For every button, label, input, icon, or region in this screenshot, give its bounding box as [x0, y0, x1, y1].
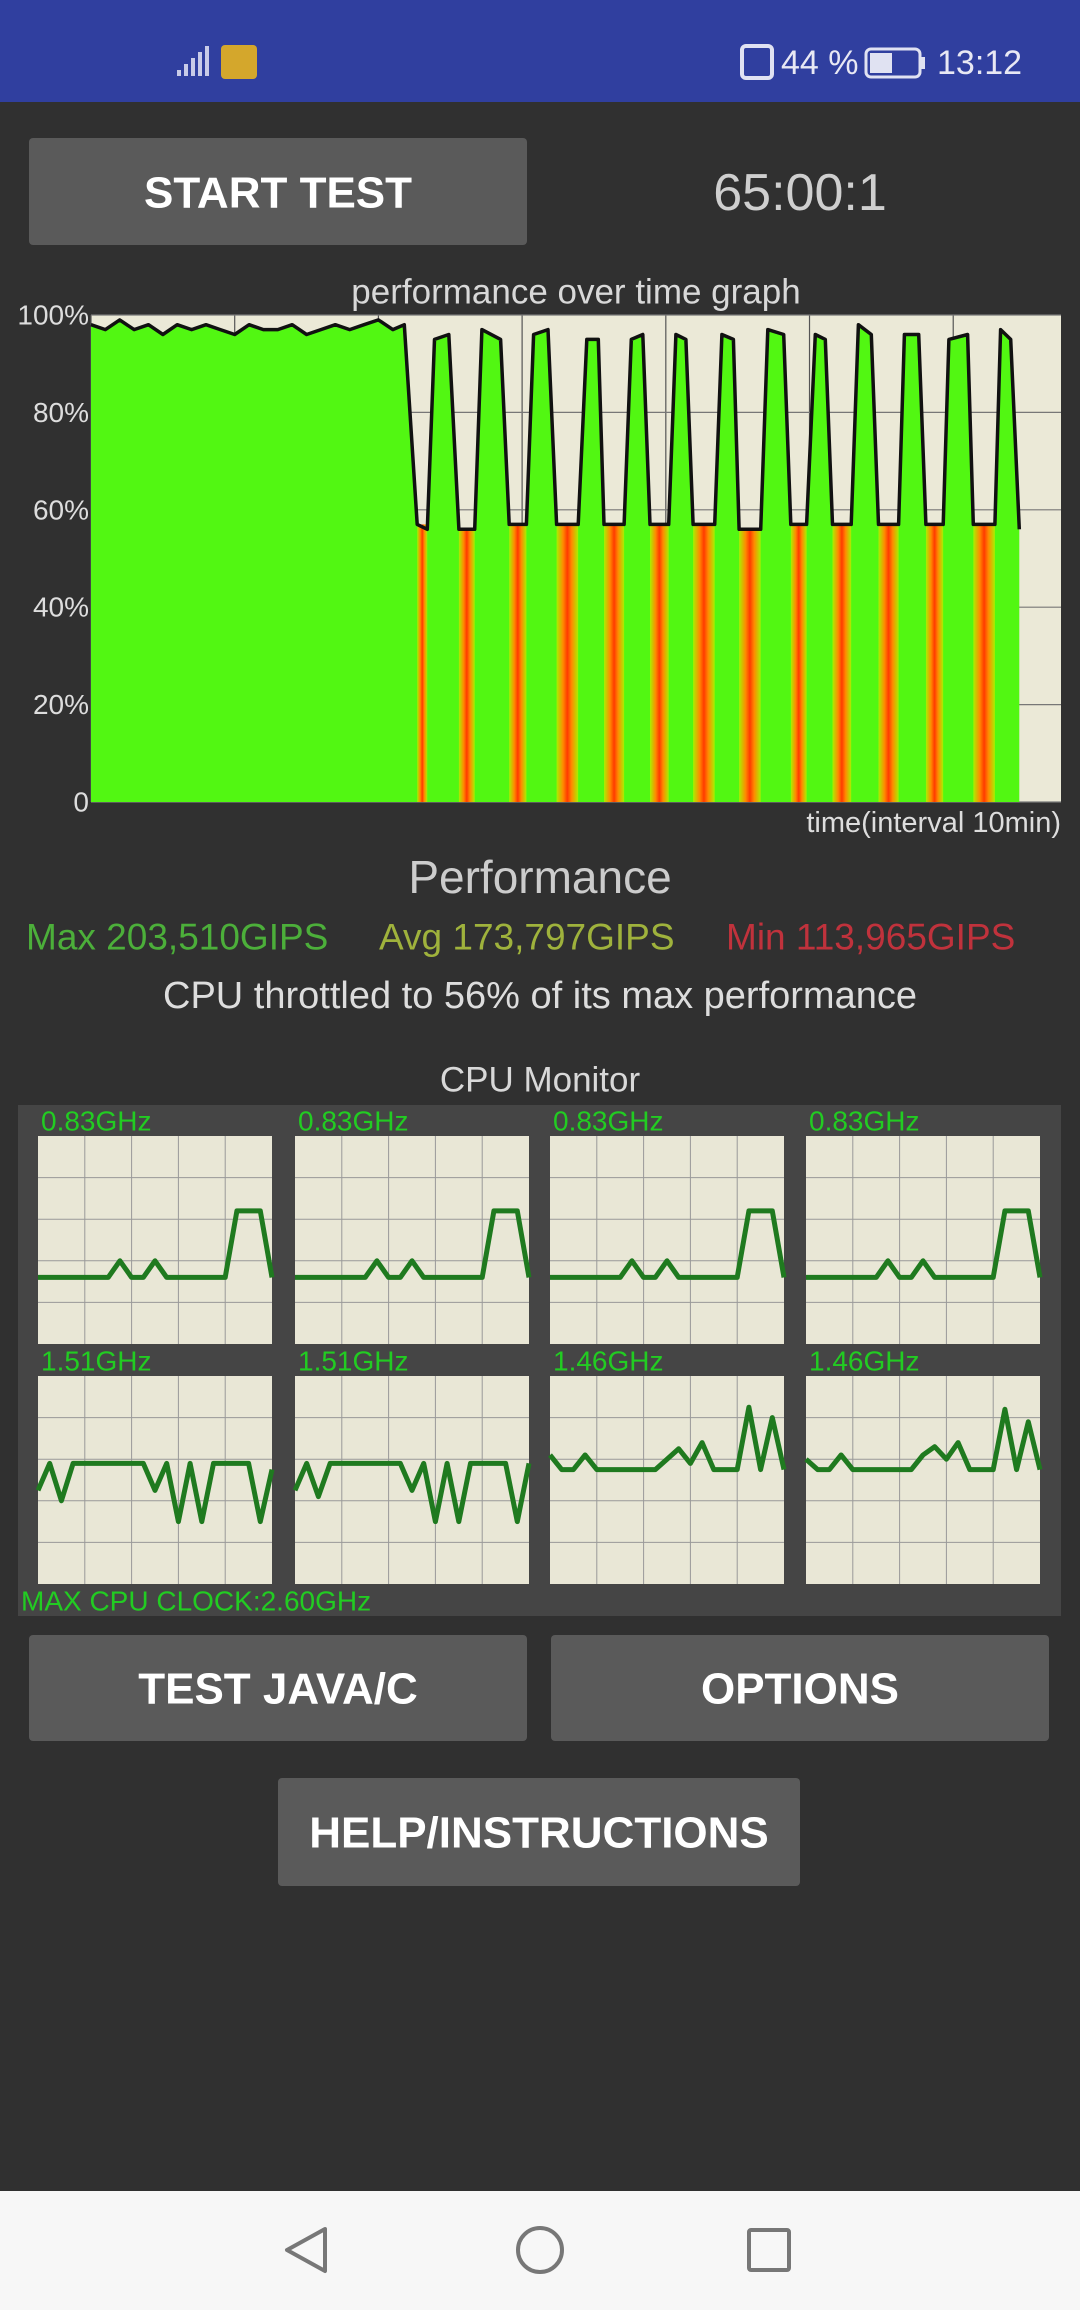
- nav-home[interactable]: [516, 2226, 564, 2274]
- y-tick-label: 20%: [33, 689, 89, 720]
- y-tick-label: 100%: [17, 300, 89, 331]
- avg-stat: Avg 173,797GIPS: [379, 917, 675, 958]
- core-clock-label: 1.51GHz: [298, 1346, 409, 1377]
- chart-title: performance over time graph: [351, 273, 800, 312]
- core-load-line: [292, 1460, 532, 1525]
- core-graph-background: [550, 1376, 784, 1584]
- core-graph-background: [806, 1376, 1040, 1584]
- core-load-line: [804, 1406, 1043, 1473]
- timer: 65:00:1: [713, 164, 887, 222]
- throttle-band: [556, 524, 579, 802]
- core-clock-label: 1.51GHz: [41, 1346, 152, 1377]
- throttle-band: [650, 524, 669, 802]
- core-graph-background: [295, 1136, 529, 1344]
- signal-icon: [177, 46, 209, 76]
- max-cpu-clock: MAX CPU CLOCK:2.60GHz: [21, 1586, 371, 1617]
- performance-title: Performance: [408, 851, 671, 903]
- throttle-band: [739, 529, 761, 802]
- throttle-band: [790, 524, 807, 802]
- throttle-note: CPU throttled to 56% of its max performa…: [163, 975, 917, 1017]
- start-button[interactable]: [29, 138, 527, 245]
- x-axis-label: time(interval 10min): [806, 807, 1061, 839]
- throttle-band: [693, 524, 715, 802]
- core-load-line: [550, 1208, 787, 1280]
- core-load-line: [806, 1208, 1043, 1280]
- java-button-label[interactable]: TEST JAVA/C: [138, 1665, 418, 1714]
- core-graph-background: [806, 1136, 1040, 1344]
- core-load-line: [38, 1208, 275, 1280]
- core-clock-label: 1.46GHz: [553, 1346, 664, 1377]
- throttle-band: [458, 529, 475, 802]
- core-graph-background: [550, 1136, 784, 1344]
- throttle-band: [832, 524, 852, 802]
- nav-bar: [0, 2191, 1080, 2310]
- core-clock-label: 0.83GHz: [298, 1106, 409, 1137]
- java-button[interactable]: [29, 1635, 527, 1741]
- nav-recent[interactable]: [747, 2228, 791, 2272]
- core-clock-label: 1.46GHz: [809, 1346, 920, 1377]
- status-bar: [0, 0, 1080, 102]
- core-load-line: [295, 1208, 532, 1280]
- help-button[interactable]: [278, 1778, 800, 1886]
- cpu-monitor-title: CPU Monitor: [440, 1061, 641, 1100]
- core-load-line: [35, 1460, 275, 1525]
- cpu-cores: 0.83GHz 0.83GHz 0.83GHz 0.83GHz 1.51GHz 1.51G…: [35, 1106, 1043, 1584]
- throttle-band: [509, 524, 527, 802]
- core-clock-label: 0.83GHz: [553, 1106, 664, 1137]
- battery-icon: [864, 47, 922, 79]
- throttle-band: [925, 524, 944, 802]
- throttle-band: [604, 524, 625, 802]
- y-tick-label: 0: [73, 787, 89, 818]
- core-load-line: [548, 1404, 787, 1473]
- core-graph-background: [38, 1376, 272, 1584]
- options-button-label[interactable]: OPTIONS: [701, 1665, 899, 1714]
- throttle-band: [878, 524, 899, 802]
- battery-tip: [921, 57, 925, 69]
- core-graph-background: [295, 1376, 529, 1584]
- help-button-label[interactable]: HELP/INSTRUCTIONS: [309, 1809, 769, 1858]
- nav-back[interactable]: [285, 2227, 327, 2273]
- max-stat: Max 203,510GIPS: [26, 917, 328, 958]
- start-button-label[interactable]: START TEST: [144, 169, 412, 218]
- options-button[interactable]: [551, 1635, 1049, 1741]
- y-tick-label: 60%: [33, 494, 89, 525]
- core-graph-background: [38, 1136, 272, 1344]
- core-clock-label: 0.83GHz: [41, 1106, 152, 1137]
- core-clock-label: 0.83GHz: [809, 1106, 920, 1137]
- performance-line: [90, 318, 1022, 532]
- battery-level: [870, 53, 892, 73]
- notification-icon: [221, 45, 257, 79]
- battery-text: 44 %: [781, 44, 859, 82]
- plot-area: 0 20% 40% 60% 80% 100%: [17, 300, 1061, 818]
- min-stat: Min 113,965GIPS: [726, 917, 1015, 958]
- throttle-band: [973, 524, 995, 802]
- y-tick-label: 40%: [33, 592, 89, 623]
- clock: 13:12: [937, 44, 1022, 82]
- throttle-band: [417, 524, 428, 802]
- nfc-icon: [740, 44, 774, 80]
- y-tick-label: 80%: [33, 397, 89, 428]
